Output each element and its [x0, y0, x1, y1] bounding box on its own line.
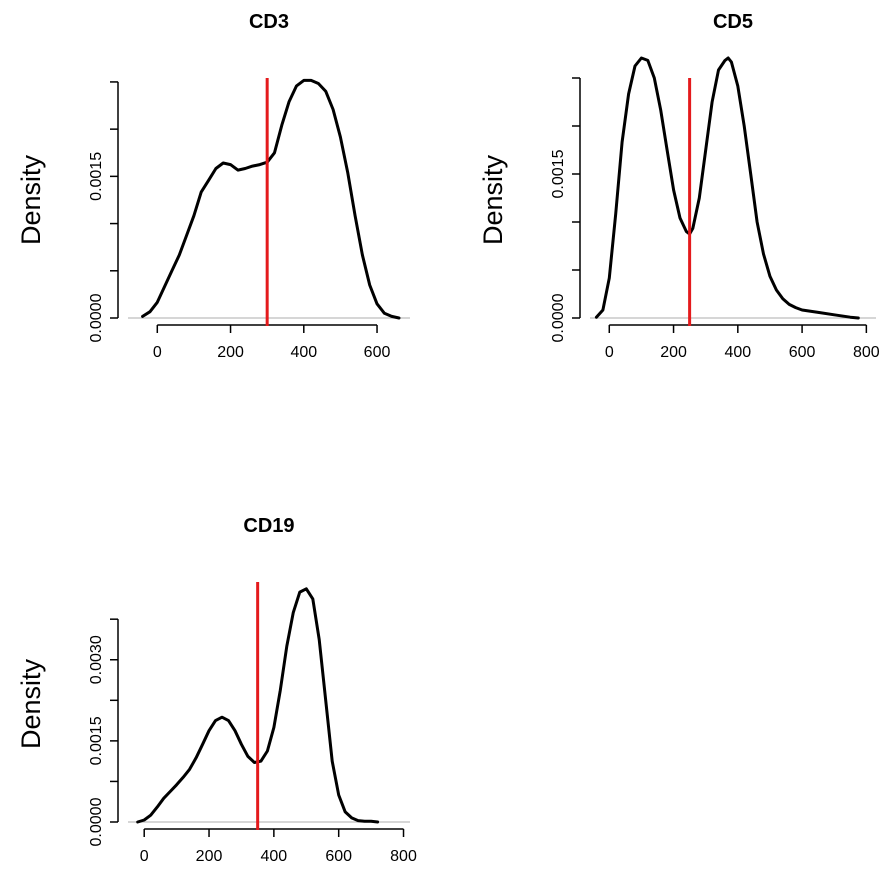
y-axis-label: Density — [478, 154, 508, 245]
x-tick-label: 400 — [261, 848, 288, 865]
density-curve — [594, 56, 860, 320]
x-tick-label: 200 — [217, 344, 244, 361]
y-tick-label: 0.0000 — [550, 293, 567, 342]
panel-cd5: CD5 Density 0.0000 0.0015 0 200 400 600 800 — [478, 11, 880, 361]
chart-title: CD19 — [243, 515, 294, 537]
panel-cd19: CD19 Density 0.0000 0.0015 0.0030 0 200 400 600 8… — [16, 515, 417, 865]
panel-cd3: CD3 Density 0.0000 0.0015 0 200 400 600 — [16, 11, 410, 361]
y-tick-label: 0.0015 — [88, 152, 105, 201]
x-tick-label: 0 — [153, 344, 162, 361]
y-tick-label: 0.0030 — [88, 635, 105, 684]
y-tick-label: 0.0000 — [88, 797, 105, 846]
x-tick-label: 600 — [789, 344, 816, 361]
y-axis-label: Density — [16, 154, 46, 245]
x-tick-label: 800 — [390, 848, 417, 865]
density-curve — [141, 78, 401, 320]
y-tick-label: 0.0000 — [88, 293, 105, 342]
y-tick-label: 0.0015 — [550, 149, 567, 198]
y-tick-label: 0.0015 — [88, 716, 105, 765]
x-tick-label: 200 — [196, 848, 223, 865]
chart-title: CD5 — [713, 11, 753, 33]
y-axis-label: Density — [16, 658, 46, 749]
x-tick-label: 0 — [605, 344, 614, 361]
x-tick-label: 0 — [140, 848, 149, 865]
x-tick-label: 600 — [325, 848, 352, 865]
x-tick-label: 400 — [724, 344, 751, 361]
chart-title: CD3 — [249, 11, 289, 33]
x-tick-label: 600 — [364, 344, 391, 361]
x-tick-label: 400 — [290, 344, 317, 361]
x-tick-label: 200 — [660, 344, 687, 361]
x-tick-label: 800 — [853, 344, 880, 361]
